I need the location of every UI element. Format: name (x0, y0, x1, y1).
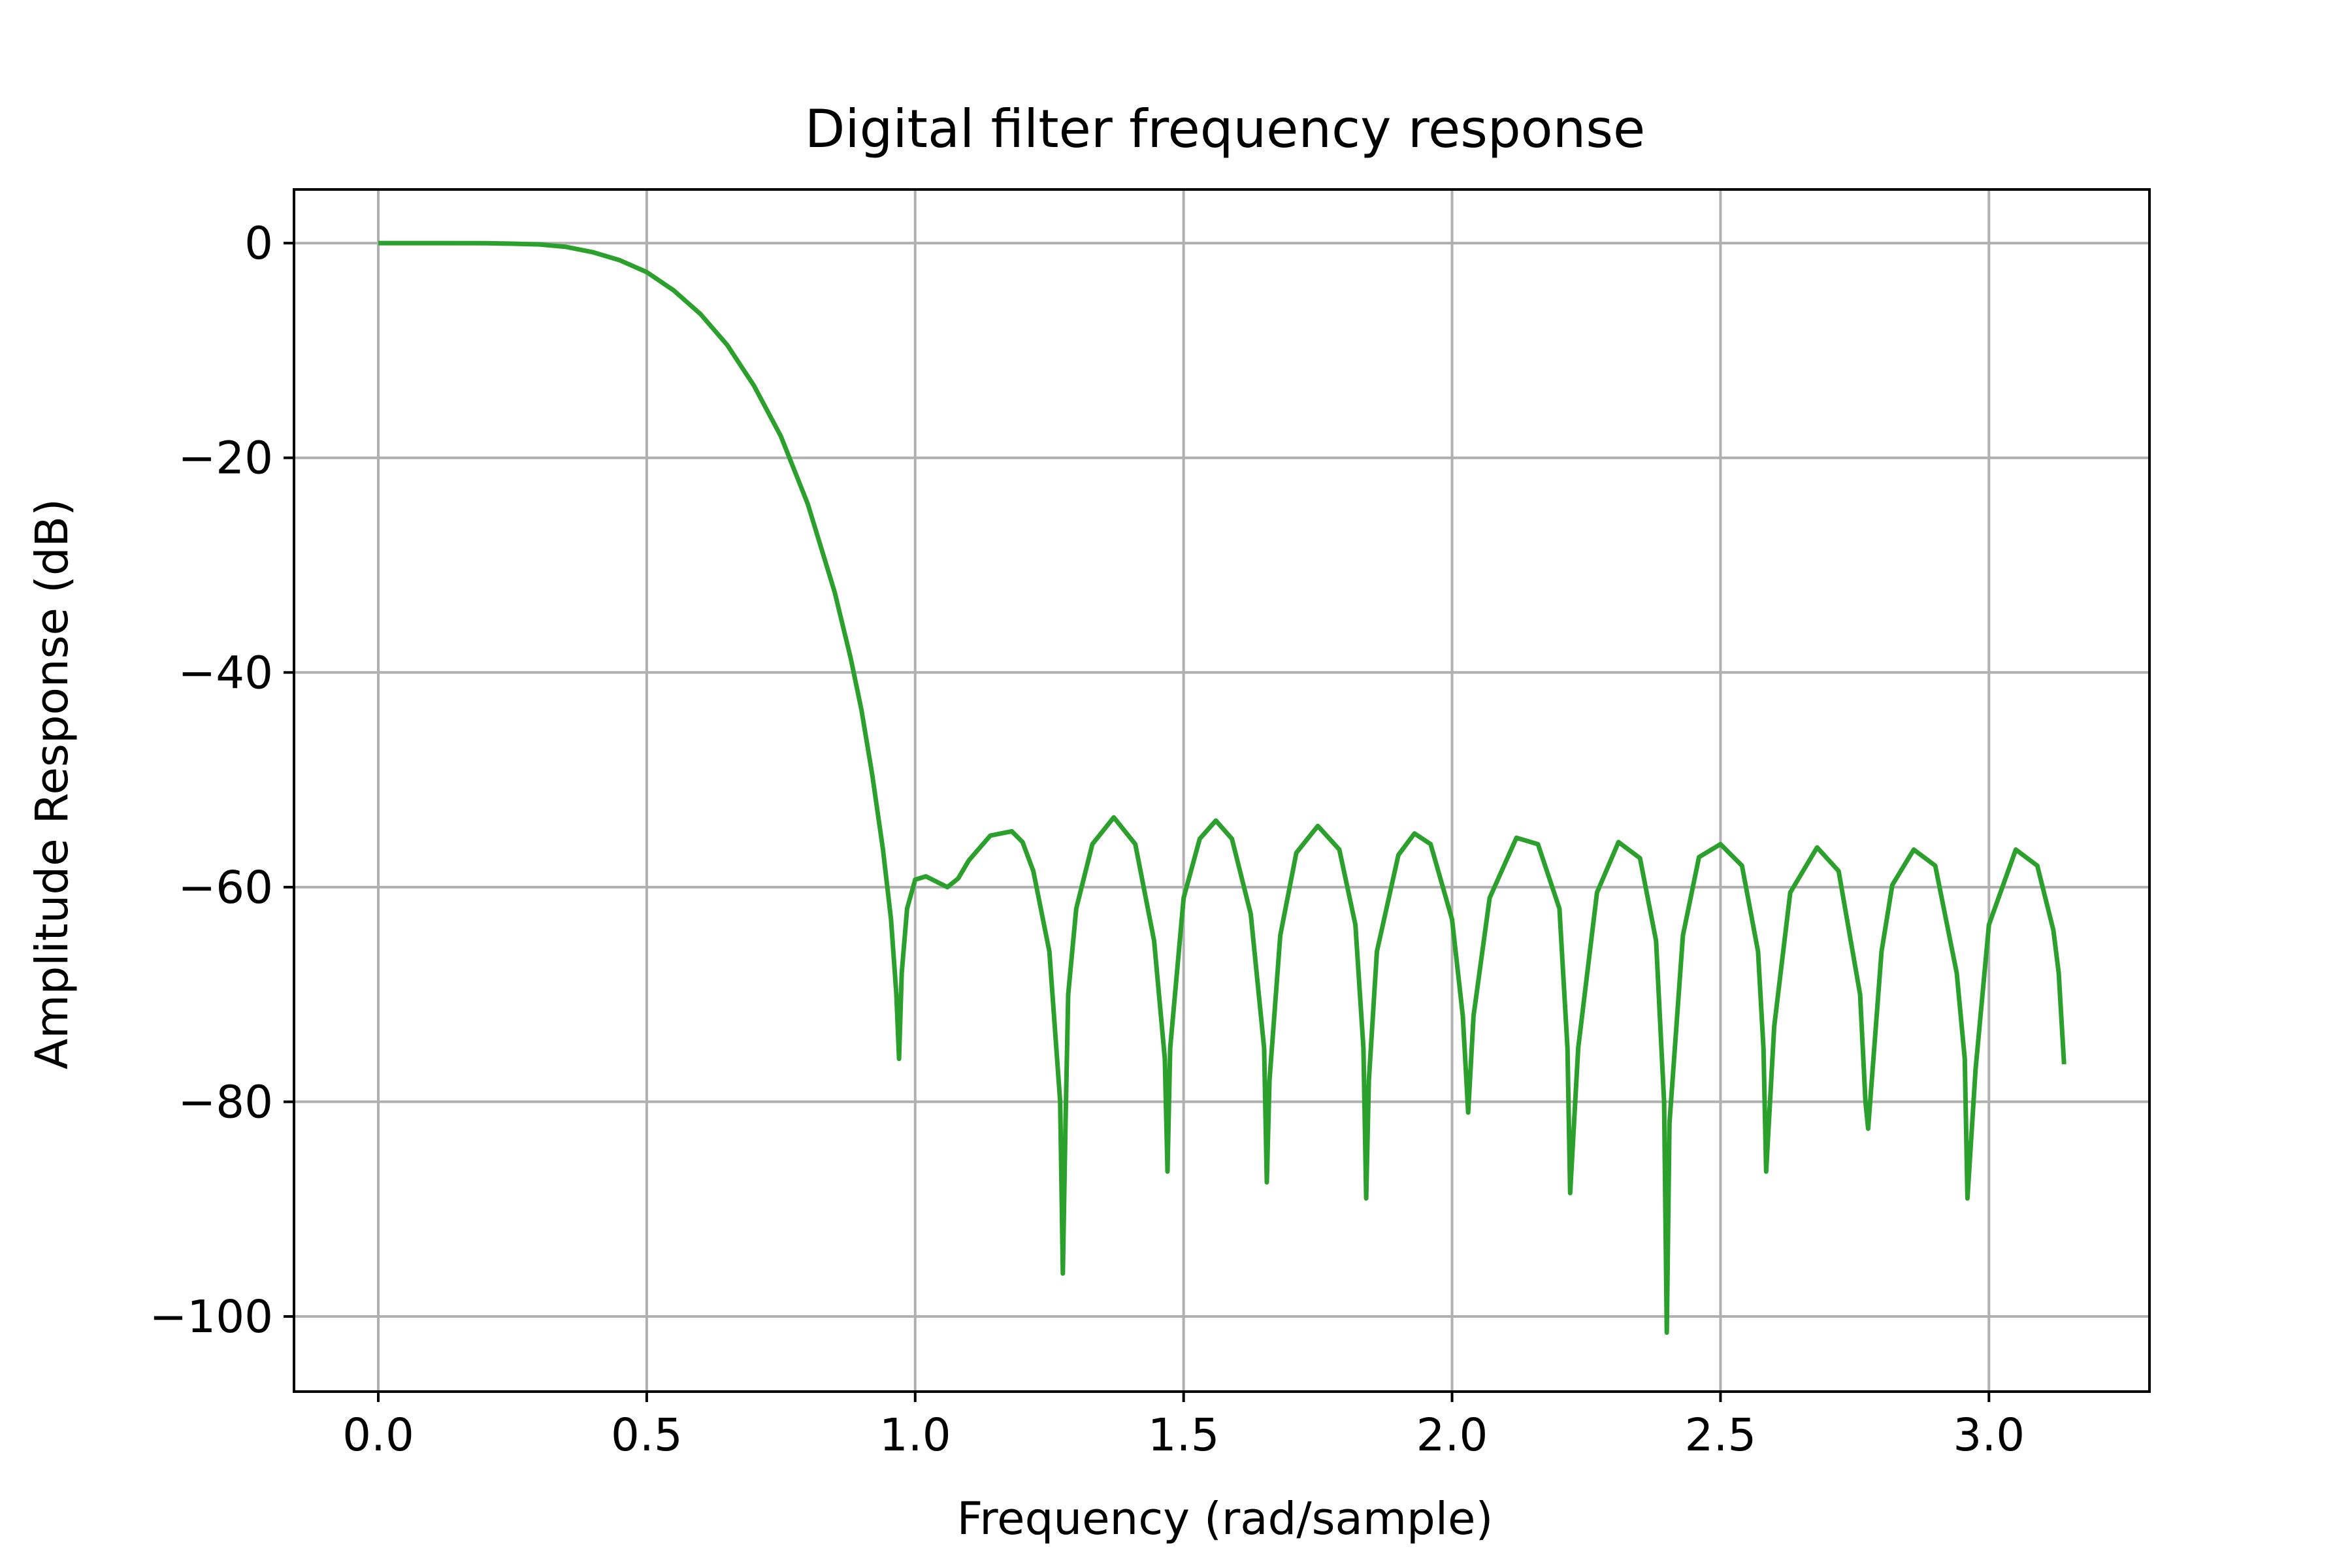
x-tick-label: 3.0 (1953, 1409, 2025, 1462)
series-layer (378, 240, 2066, 1335)
x-tick-label: 1.0 (879, 1409, 951, 1462)
y-tick-label: −40 (178, 647, 273, 699)
series-line (378, 240, 2066, 1335)
y-tick-label: −20 (178, 433, 273, 485)
x-axis-label: Frequency (rad/sample) (957, 1493, 1494, 1545)
y-tick-label: 0 (244, 218, 273, 270)
y-tick-label: −80 (178, 1076, 273, 1128)
chart-title: Digital filter frequency response (805, 99, 1645, 159)
y-axis-label: Amplitude Response (dB) (26, 498, 78, 1070)
x-tick-label: 1.5 (1148, 1409, 1220, 1462)
plot-area-frame (293, 188, 2151, 1393)
x-tick-label: 0.5 (611, 1409, 683, 1462)
x-tick-label: 0.0 (342, 1409, 414, 1462)
y-tick-label: −100 (149, 1291, 273, 1343)
grid (294, 189, 2149, 1392)
x-tick-label: 2.5 (1685, 1409, 1757, 1462)
y-tick-label: −60 (178, 862, 273, 914)
ticks: 0.0 0.5 1.0 1.5 2.0 2.5 3.0 0 −20 −40 −60 −80 −100 (149, 218, 2025, 1462)
x-tick-label: 2.0 (1416, 1409, 1488, 1462)
